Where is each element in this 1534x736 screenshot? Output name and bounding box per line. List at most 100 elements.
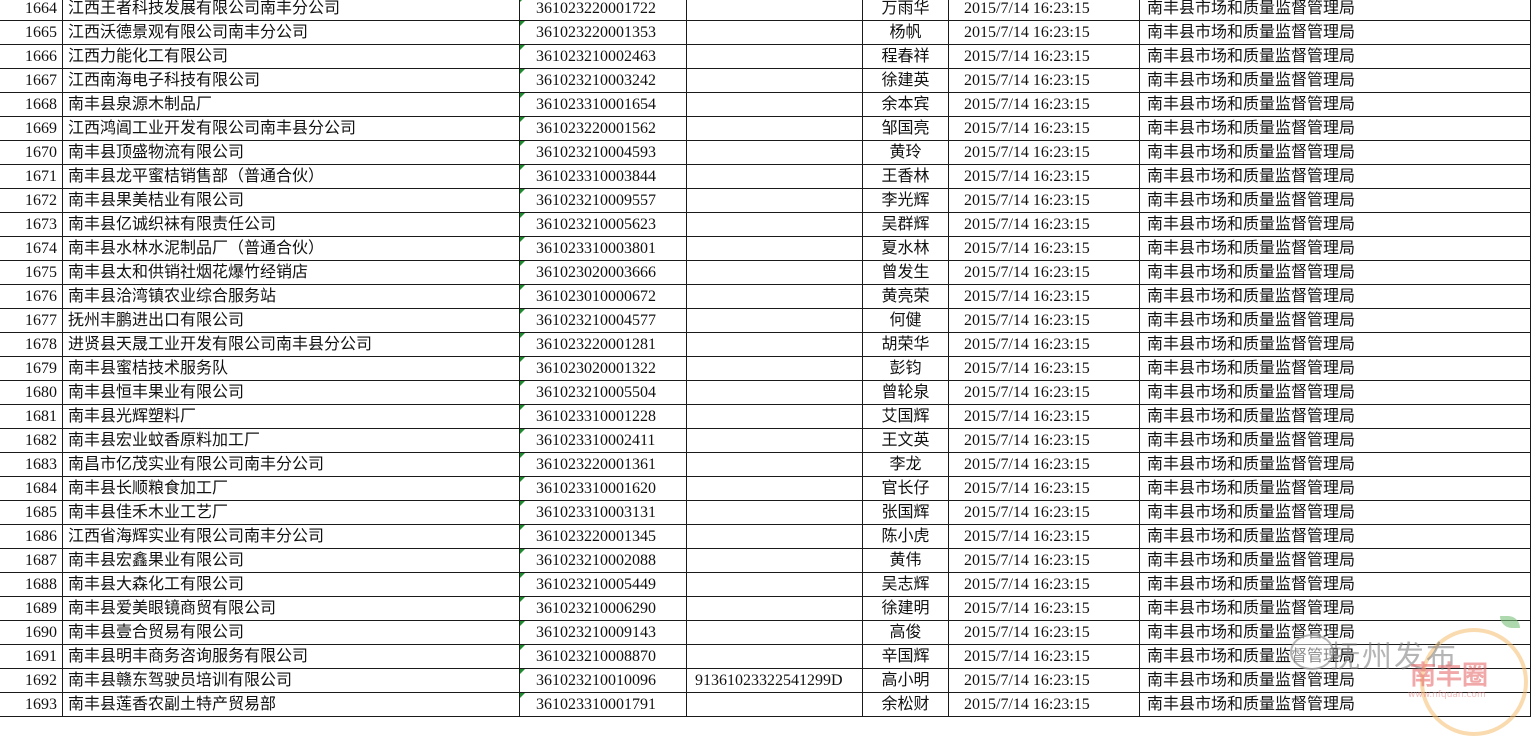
registration-number-cell[interactable]: 361023210005623 (520, 213, 687, 236)
legal-representative-cell[interactable]: 余本宾 (863, 93, 949, 116)
legal-representative-cell[interactable]: 曾轮泉 (863, 381, 949, 404)
registration-number-cell[interactable]: 361023210004593 (520, 141, 687, 164)
registration-number-cell[interactable]: 361023210002088 (520, 549, 687, 572)
authority-cell[interactable]: 南丰县市场和质量监督管理局 (1140, 573, 1531, 596)
registration-number-cell[interactable]: 361023310001654 (520, 93, 687, 116)
row-number[interactable]: 1682 (0, 429, 63, 452)
registration-number-cell[interactable]: 361023210006290 (520, 597, 687, 620)
credit-code-cell[interactable]: 91361023322541299D (687, 669, 863, 692)
authority-cell[interactable]: 南丰县市场和质量监督管理局 (1140, 237, 1531, 260)
legal-representative-cell[interactable]: 李光辉 (863, 189, 949, 212)
registration-number-cell[interactable]: 361023210005504 (520, 381, 687, 404)
registration-number-cell[interactable]: 361023220001722 (520, 0, 687, 20)
credit-code-cell[interactable] (687, 285, 863, 308)
credit-code-cell[interactable] (687, 573, 863, 596)
registration-number-cell[interactable]: 361023210005449 (520, 573, 687, 596)
authority-cell[interactable]: 南丰县市场和质量监督管理局 (1140, 45, 1531, 68)
row-number[interactable]: 1673 (0, 213, 63, 236)
row-number[interactable]: 1683 (0, 453, 63, 476)
date-cell[interactable]: 2015/7/14 16:23:15 (949, 189, 1140, 212)
legal-representative-cell[interactable]: 艾国辉 (863, 405, 949, 428)
registration-number-cell[interactable]: 361023210009143 (520, 621, 687, 644)
authority-cell[interactable]: 南丰县市场和质量监督管理局 (1140, 69, 1531, 92)
date-cell[interactable]: 2015/7/14 16:23:15 (949, 669, 1140, 692)
credit-code-cell[interactable] (687, 405, 863, 428)
legal-representative-cell[interactable]: 辛国辉 (863, 645, 949, 668)
row-number[interactable]: 1689 (0, 597, 63, 620)
row-number[interactable]: 1668 (0, 93, 63, 116)
authority-cell[interactable]: 南丰县市场和质量监督管理局 (1140, 141, 1531, 164)
row-number[interactable]: 1670 (0, 141, 63, 164)
date-cell[interactable]: 2015/7/14 16:23:15 (949, 117, 1140, 140)
legal-representative-cell[interactable]: 黄亮荣 (863, 285, 949, 308)
date-cell[interactable]: 2015/7/14 16:23:15 (949, 93, 1140, 116)
company-name-cell[interactable]: 南丰县亿诚织袜有限责任公司 (63, 213, 520, 236)
date-cell[interactable]: 2015/7/14 16:23:15 (949, 429, 1140, 452)
credit-code-cell[interactable] (687, 453, 863, 476)
registration-number-cell[interactable]: 361023210010096 (520, 669, 687, 692)
registration-number-cell[interactable]: 361023310003844 (520, 165, 687, 188)
authority-cell[interactable]: 南丰县市场和质量监督管理局 (1140, 285, 1531, 308)
company-name-cell[interactable]: 江西沃德景观有限公司南丰分公司 (63, 21, 520, 44)
credit-code-cell[interactable] (687, 381, 863, 404)
authority-cell[interactable]: 南丰县市场和质量监督管理局 (1140, 93, 1531, 116)
date-cell[interactable]: 2015/7/14 16:23:15 (949, 309, 1140, 332)
date-cell[interactable]: 2015/7/14 16:23:15 (949, 477, 1140, 500)
legal-representative-cell[interactable]: 李龙 (863, 453, 949, 476)
company-name-cell[interactable]: 江西省海辉实业有限公司南丰分公司 (63, 525, 520, 548)
registration-number-cell[interactable]: 361023020001322 (520, 357, 687, 380)
date-cell[interactable]: 2015/7/14 16:23:15 (949, 69, 1140, 92)
company-name-cell[interactable]: 南丰县光辉塑料厂 (63, 405, 520, 428)
company-name-cell[interactable]: 南丰县顶盛物流有限公司 (63, 141, 520, 164)
row-number[interactable]: 1664 (0, 0, 63, 20)
registration-number-cell[interactable]: 361023210008870 (520, 645, 687, 668)
legal-representative-cell[interactable]: 黄玲 (863, 141, 949, 164)
date-cell[interactable]: 2015/7/14 16:23:15 (949, 573, 1140, 596)
authority-cell[interactable]: 南丰县市场和质量监督管理局 (1140, 453, 1531, 476)
authority-cell[interactable]: 南丰县市场和质量监督管理局 (1140, 21, 1531, 44)
credit-code-cell[interactable] (687, 309, 863, 332)
authority-cell[interactable]: 南丰县市场和质量监督管理局 (1140, 501, 1531, 524)
credit-code-cell[interactable] (687, 549, 863, 572)
date-cell[interactable]: 2015/7/14 16:23:15 (949, 45, 1140, 68)
company-name-cell[interactable]: 南丰县恒丰果业有限公司 (63, 381, 520, 404)
credit-code-cell[interactable] (687, 165, 863, 188)
company-name-cell[interactable]: 南丰县壹合贸易有限公司 (63, 621, 520, 644)
legal-representative-cell[interactable]: 黄伟 (863, 549, 949, 572)
company-name-cell[interactable]: 江西南海电子科技有限公司 (63, 69, 520, 92)
company-name-cell[interactable]: 南丰县佳禾木业工艺厂 (63, 501, 520, 524)
registration-number-cell[interactable]: 361023220001353 (520, 21, 687, 44)
legal-representative-cell[interactable]: 高俊 (863, 621, 949, 644)
row-number[interactable]: 1671 (0, 165, 63, 188)
legal-representative-cell[interactable]: 吴志辉 (863, 573, 949, 596)
date-cell[interactable]: 2015/7/14 16:23:15 (949, 525, 1140, 548)
date-cell[interactable]: 2015/7/14 16:23:15 (949, 405, 1140, 428)
date-cell[interactable]: 2015/7/14 16:23:15 (949, 597, 1140, 620)
credit-code-cell[interactable] (687, 597, 863, 620)
legal-representative-cell[interactable]: 高小明 (863, 669, 949, 692)
authority-cell[interactable]: 南丰县市场和质量监督管理局 (1140, 381, 1531, 404)
registration-number-cell[interactable]: 361023010000672 (520, 285, 687, 308)
row-number[interactable]: 1691 (0, 645, 63, 668)
row-number[interactable]: 1667 (0, 69, 63, 92)
row-number[interactable]: 1686 (0, 525, 63, 548)
legal-representative-cell[interactable]: 夏水林 (863, 237, 949, 260)
credit-code-cell[interactable] (687, 525, 863, 548)
row-number[interactable]: 1693 (0, 693, 63, 716)
row-number[interactable]: 1679 (0, 357, 63, 380)
row-number[interactable]: 1669 (0, 117, 63, 140)
company-name-cell[interactable]: 南丰县宏业蚊香原料加工厂 (63, 429, 520, 452)
row-number[interactable]: 1685 (0, 501, 63, 524)
date-cell[interactable]: 2015/7/14 16:23:15 (949, 693, 1140, 716)
credit-code-cell[interactable] (687, 45, 863, 68)
company-name-cell[interactable]: 南丰县龙平蜜桔销售部（普通合伙） (63, 165, 520, 188)
authority-cell[interactable]: 南丰县市场和质量监督管理局 (1140, 621, 1531, 644)
credit-code-cell[interactable] (687, 213, 863, 236)
authority-cell[interactable]: 南丰县市场和质量监督管理局 (1140, 213, 1531, 236)
registration-number-cell[interactable]: 361023020003666 (520, 261, 687, 284)
company-name-cell[interactable]: 江西力能化工有限公司 (63, 45, 520, 68)
row-number[interactable]: 1680 (0, 381, 63, 404)
legal-representative-cell[interactable]: 曾发生 (863, 261, 949, 284)
registration-number-cell[interactable]: 361023210009557 (520, 189, 687, 212)
credit-code-cell[interactable] (687, 237, 863, 260)
